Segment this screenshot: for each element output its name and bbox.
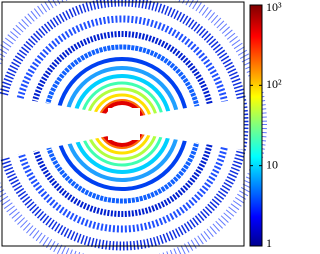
colorbar-tick-label: 1 <box>266 236 272 250</box>
chart: 1 10 10² 10³ <box>0 0 282 254</box>
scattering-pattern <box>0 0 267 254</box>
colorbar <box>249 4 263 247</box>
colorbar-tick-label: 10² <box>266 77 282 91</box>
colorbar-tick-label: 10 <box>266 157 278 171</box>
plot-frame <box>1 1 245 247</box>
page: {"chart_data": {"type": "heatmap", "colo… <box>0 0 282 254</box>
colorbar-tick-label: 10³ <box>266 0 282 14</box>
